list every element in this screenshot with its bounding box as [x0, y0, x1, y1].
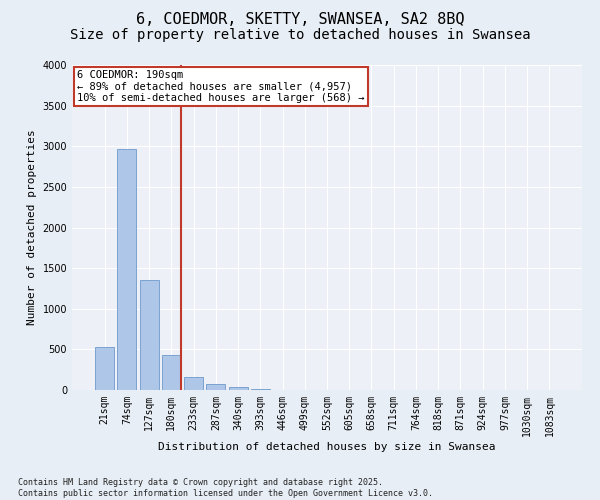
- Bar: [118, 148, 136, 390]
- Bar: [184, 378, 203, 390]
- Bar: [162, 356, 181, 390]
- Y-axis label: Number of detached properties: Number of detached properties: [27, 130, 37, 326]
- Text: Contains HM Land Registry data © Crown copyright and database right 2025.
Contai: Contains HM Land Registry data © Crown c…: [18, 478, 433, 498]
- Bar: [251, 389, 270, 390]
- Text: Size of property relative to detached houses in Swansea: Size of property relative to detached ho…: [70, 28, 530, 42]
- Bar: [140, 280, 158, 390]
- Bar: [95, 347, 114, 390]
- Bar: [206, 384, 225, 390]
- Bar: [229, 387, 248, 390]
- Text: 6, COEDMOR, SKETTY, SWANSEA, SA2 8BQ: 6, COEDMOR, SKETTY, SWANSEA, SA2 8BQ: [136, 12, 464, 28]
- Text: 6 COEDMOR: 190sqm
← 89% of detached houses are smaller (4,957)
10% of semi-detac: 6 COEDMOR: 190sqm ← 89% of detached hous…: [77, 70, 365, 103]
- X-axis label: Distribution of detached houses by size in Swansea: Distribution of detached houses by size …: [158, 442, 496, 452]
